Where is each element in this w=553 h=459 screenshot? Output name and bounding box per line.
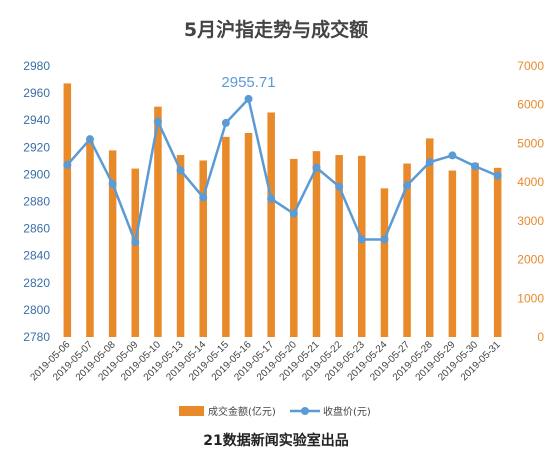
line-marker <box>267 194 276 203</box>
line-marker <box>199 193 208 202</box>
line-marker <box>108 179 117 188</box>
y-right-tick-label: 2000 <box>517 253 544 267</box>
bar <box>335 155 343 337</box>
right-axis-ticks: 7000 6000 5000 4000 3000 2000 1000 0 <box>517 59 544 344</box>
bar <box>154 106 162 338</box>
y-right-tick-label: 4000 <box>517 175 544 189</box>
y-left-tick-label: 2860 <box>23 222 50 236</box>
line-marker <box>493 171 502 180</box>
legend: 成交金额(亿元) 收盘价(元) <box>179 405 371 418</box>
chart-title: 5月沪指走势与成交额 <box>184 18 368 41</box>
annotations: 2955.71 <box>221 74 275 91</box>
line-marker <box>244 94 253 103</box>
line-marker <box>425 158 434 167</box>
bar <box>290 158 298 337</box>
legend-swatch-marker <box>301 407 309 415</box>
line-marker <box>335 182 344 191</box>
line-marker <box>131 238 140 247</box>
bar <box>267 112 275 338</box>
left-axis-ticks: 2980 2960 2940 2920 2900 2880 2860 2840 2820 2800… <box>23 59 50 344</box>
bar <box>63 83 72 337</box>
line-marker <box>153 117 162 126</box>
y-right-tick-label: 7000 <box>517 59 544 73</box>
line-marker <box>63 160 72 169</box>
line-marker <box>221 118 230 127</box>
legend-swatch-bar <box>179 406 204 416</box>
bar <box>131 168 140 337</box>
bar <box>86 141 94 337</box>
legend-label-line: 收盘价(元) <box>323 405 371 418</box>
y-right-tick-label: 1000 <box>517 291 544 305</box>
line-marker <box>85 135 94 144</box>
bar <box>176 155 185 337</box>
bar <box>244 132 253 337</box>
y-right-tick-label: 3000 <box>517 214 544 228</box>
bar <box>403 163 411 337</box>
line-marker <box>403 181 412 190</box>
line-marker <box>380 235 389 244</box>
bar <box>471 162 479 337</box>
y-right-tick-label: 6000 <box>517 98 544 112</box>
bar-series <box>63 83 502 338</box>
bar <box>448 170 457 337</box>
bar <box>108 150 117 337</box>
line-marker <box>176 166 185 175</box>
bar <box>493 167 502 337</box>
line-series <box>63 94 502 247</box>
y-left-tick-label: 2820 <box>23 276 50 290</box>
bar <box>199 160 207 337</box>
y-left-tick-label: 2780 <box>23 330 50 344</box>
close-price-line <box>66 97 499 244</box>
line-marker <box>357 235 366 244</box>
legend-label-bar: 成交金额(亿元) <box>208 405 276 418</box>
y-left-tick-label: 2880 <box>23 195 50 209</box>
y-left-tick-label: 2840 <box>23 249 50 263</box>
line-marker <box>312 163 321 172</box>
line-marker <box>471 162 480 171</box>
line-marker <box>448 151 457 160</box>
y-left-tick-label: 2800 <box>23 303 50 317</box>
line-marker <box>289 209 298 218</box>
y-left-tick-label: 2940 <box>23 113 50 127</box>
bar <box>312 151 321 337</box>
chart-footer: 21数据新闻实验室出品 <box>203 432 348 449</box>
y-left-tick-label: 2960 <box>23 86 50 100</box>
y-right-tick-label: 5000 <box>517 136 544 150</box>
data-label: 2955.71 <box>221 74 275 91</box>
bar <box>358 155 366 337</box>
y-left-tick-label: 2980 <box>23 59 50 73</box>
y-right-tick-label: 0 <box>537 330 544 344</box>
bar <box>380 188 389 337</box>
y-left-tick-label: 2920 <box>23 140 50 154</box>
bar <box>425 138 434 337</box>
bar <box>222 136 230 337</box>
y-left-tick-label: 2900 <box>23 167 50 181</box>
